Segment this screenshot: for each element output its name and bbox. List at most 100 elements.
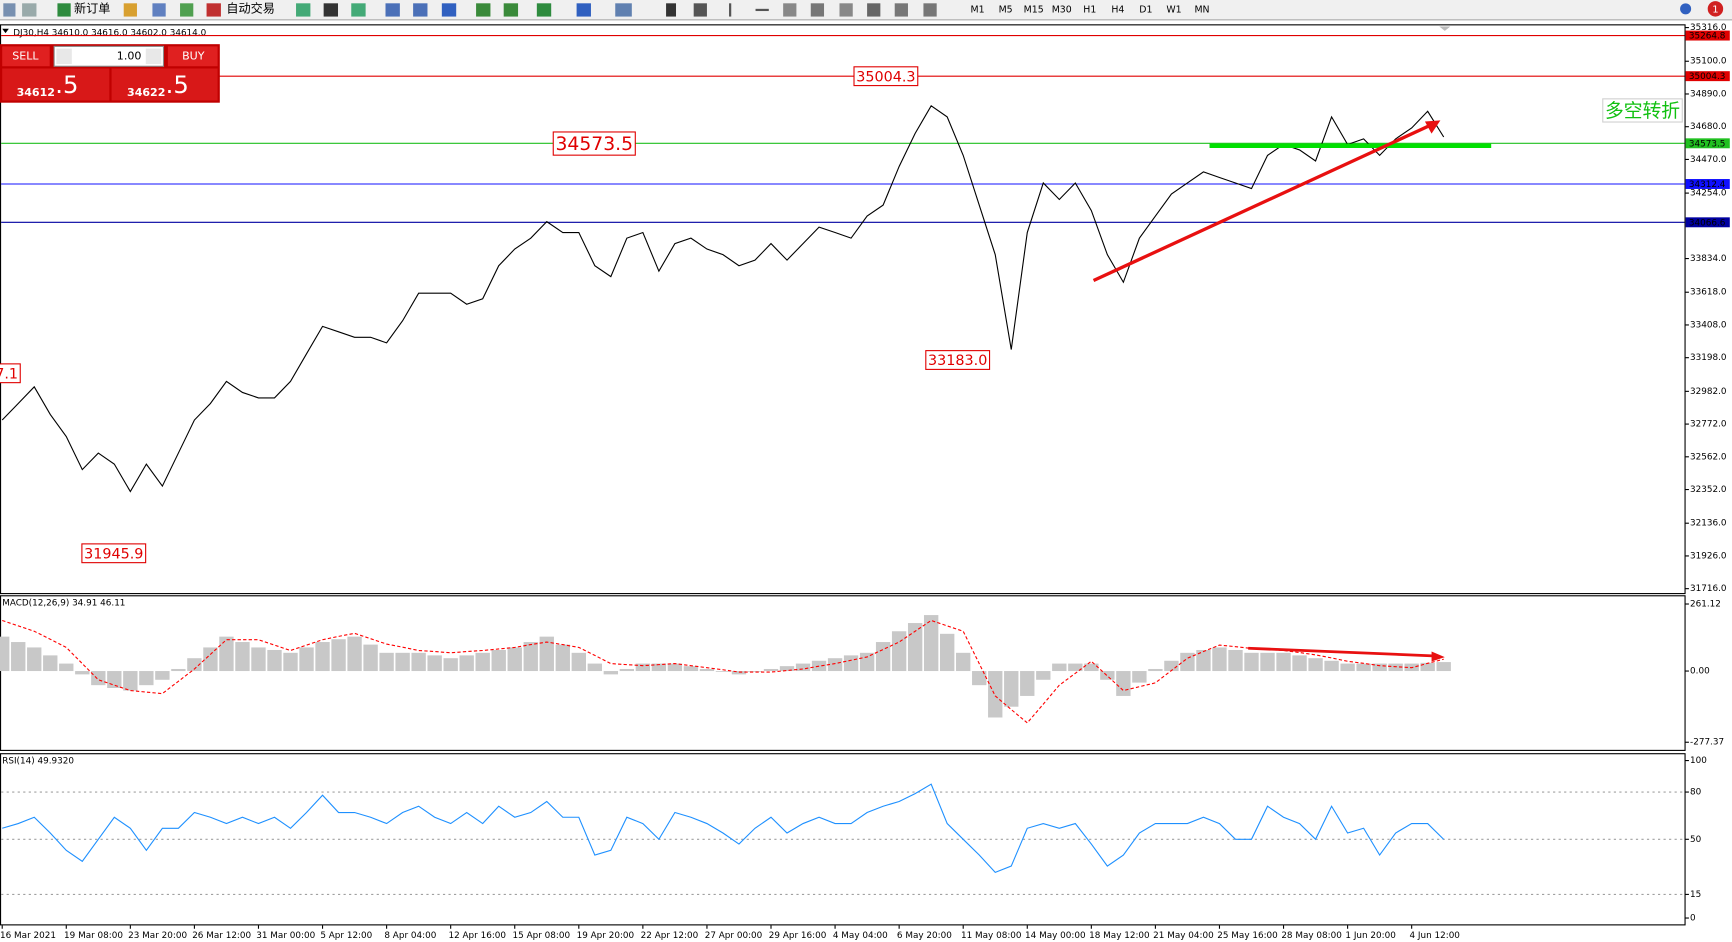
macd-bar: [795, 663, 811, 672]
icon[interactable]: [123, 3, 137, 17]
collapse-arrow[interactable]: [2, 28, 9, 34]
macd-bar: [11, 642, 26, 672]
toolbar: [0, 0, 1732, 20]
timeframe-button[interactable]: M1: [971, 4, 985, 15]
macd-bar: [123, 671, 138, 691]
new-order-button[interactable]: 新订单: [74, 0, 110, 15]
icon[interactable]: [576, 3, 591, 17]
icon[interactable]: [755, 8, 769, 12]
icon[interactable]: [296, 3, 311, 17]
auto-trading-button[interactable]: 自动交易: [226, 0, 275, 15]
sell-label: SELL: [12, 49, 39, 62]
icon[interactable]: [152, 3, 166, 17]
icon[interactable]: [3, 3, 16, 17]
x-tick-label: 19 Apr 20:00: [577, 931, 635, 941]
icon[interactable]: [476, 3, 491, 17]
icon[interactable]: [413, 3, 428, 17]
buy-button[interactable]: [167, 46, 218, 67]
x-tick-label: 12 Apr 16:00: [448, 931, 506, 941]
macd-bar: [251, 647, 266, 672]
y-tick-label: 34680.0: [1690, 122, 1727, 132]
y-tick-label: 32136.0: [1690, 519, 1727, 529]
icon[interactable]: [894, 3, 908, 17]
macd-bar: [635, 663, 651, 672]
macd-bar: [731, 671, 747, 675]
macd-bar: [203, 647, 218, 672]
icon[interactable]: [693, 3, 707, 17]
timeframe-button[interactable]: H1: [1083, 4, 1096, 15]
timeframe-button[interactable]: M5: [999, 4, 1013, 15]
x-tick-label: 4 May 04:00: [833, 931, 888, 941]
macd-bar: [363, 644, 378, 672]
x-tick-label: 8 Apr 04:00: [384, 931, 436, 941]
icon[interactable]: [57, 3, 71, 17]
sell-button[interactable]: [2, 46, 50, 67]
one-click-trading: SELL BUY 1.00 34612 .5 34622 .5: [0, 44, 220, 103]
level-label: 34573.5: [1689, 139, 1726, 149]
macd-bar: [1116, 671, 1131, 696]
y-tick-label: 33834.0: [1690, 254, 1727, 264]
macd-bar: [1036, 671, 1051, 680]
macd-bar: [1420, 662, 1435, 672]
price-line: [1, 105, 1445, 493]
macd-bar: [91, 671, 106, 686]
icon[interactable]: [666, 3, 677, 17]
x-tick-label: 1 Jun 20:00: [1345, 931, 1396, 941]
icon[interactable]: [206, 3, 221, 17]
macd-bar: [1324, 660, 1339, 672]
y-tick-label: 32772.0: [1690, 420, 1727, 430]
macd-bar: [1004, 671, 1019, 707]
timeframe-button[interactable]: D1: [1139, 4, 1152, 15]
icon[interactable]: [923, 3, 937, 17]
x-tick-label: 31 Mar 00:00: [256, 931, 315, 941]
macd-bar: [1020, 671, 1035, 696]
icon[interactable]: [351, 3, 366, 17]
icon[interactable]: [385, 3, 400, 17]
macd-bar: [843, 655, 859, 672]
macd-bar: [491, 649, 506, 672]
x-tick-label: 21 May 04:00: [1153, 931, 1214, 941]
icon[interactable]: [615, 3, 632, 17]
icon[interactable]: [503, 3, 519, 17]
lots-down[interactable]: [56, 48, 72, 65]
y-tick-label: 261.12: [1690, 600, 1721, 610]
icon[interactable]: [323, 3, 339, 17]
icon[interactable]: [867, 3, 881, 17]
timeframe-button[interactable]: W1: [1166, 4, 1181, 15]
macd-bar: [283, 652, 298, 672]
macd-bar: [1292, 655, 1307, 672]
icon[interactable]: [729, 3, 732, 17]
lots-input[interactable]: [53, 45, 165, 67]
macd-bar: [747, 671, 763, 672]
annotation-box: [925, 350, 991, 370]
macd-bar: [1260, 652, 1275, 672]
notification-badge[interactable]: [1707, 1, 1724, 17]
buy-price-box[interactable]: [111, 68, 218, 101]
timeframe-button[interactable]: M15: [1024, 4, 1044, 15]
icon[interactable]: [839, 3, 853, 17]
icon[interactable]: [810, 3, 825, 17]
macd-bar: [859, 652, 875, 672]
y-tick-label: 32352.0: [1690, 485, 1727, 495]
notification-count: 1: [1712, 4, 1718, 15]
macd-bar: [107, 671, 122, 688]
y-tick-label: 0: [1690, 914, 1696, 924]
search-icon[interactable]: [1680, 3, 1692, 15]
icon[interactable]: [783, 3, 797, 17]
icon[interactable]: [22, 3, 37, 17]
macd-bar: [1308, 658, 1323, 672]
icon[interactable]: [441, 3, 457, 17]
x-tick-label: 14 May 00:00: [1025, 931, 1086, 941]
sell-price-box[interactable]: [2, 68, 110, 101]
timeframe-button[interactable]: MN: [1194, 4, 1209, 15]
macd-frame: [0, 595, 1686, 751]
icon[interactable]: [180, 3, 194, 17]
icon[interactable]: [536, 3, 552, 17]
level-label-bg: [1685, 138, 1730, 149]
annotation: 多空转折: [1605, 100, 1680, 122]
macd-bar: [1164, 660, 1179, 672]
timeframe-button[interactable]: H4: [1111, 4, 1124, 15]
lots-up[interactable]: [145, 48, 162, 65]
timeframe-button[interactable]: M30: [1052, 4, 1072, 15]
x-tick-label: 29 Apr 16:00: [769, 931, 827, 941]
